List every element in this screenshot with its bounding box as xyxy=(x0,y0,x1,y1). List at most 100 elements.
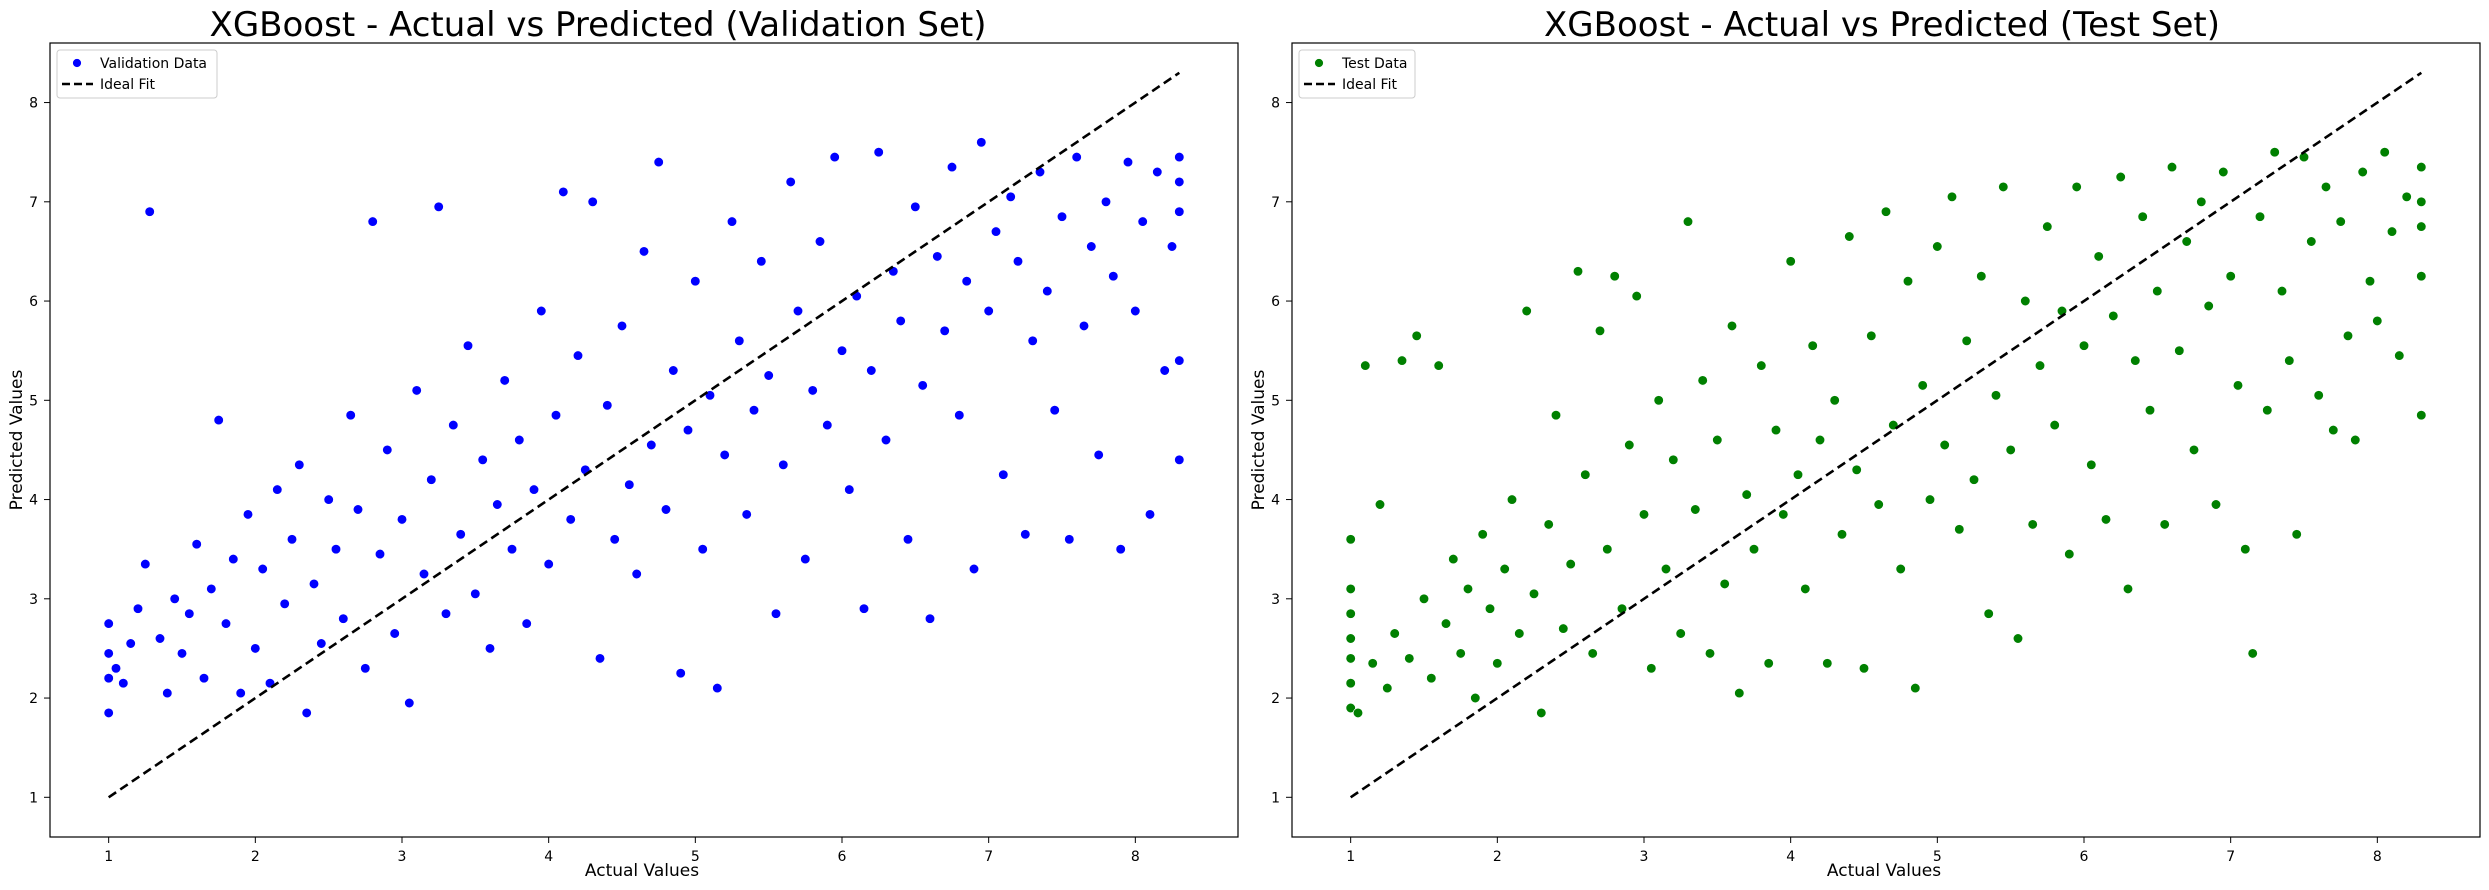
data-point xyxy=(895,315,906,327)
data-point xyxy=(646,439,657,451)
data-point xyxy=(103,707,114,719)
data-point xyxy=(2115,171,2126,183)
data-point xyxy=(2386,226,2398,237)
data-point xyxy=(198,673,210,684)
data-point xyxy=(2262,405,2273,416)
data-point xyxy=(2247,648,2258,659)
legend: Test Data Ideal Fit xyxy=(1298,49,1416,99)
x-tick-label: 4 xyxy=(544,849,553,865)
legend-entry-ideal-fit: Ideal Fit xyxy=(1342,77,1397,93)
axes-frame xyxy=(1291,42,2481,838)
data-point xyxy=(242,509,254,520)
data-point xyxy=(668,365,679,376)
y-tick-label: 8 xyxy=(1271,96,1280,112)
chart-title: XGBoost - Actual vs Predicted (Test Set) xyxy=(1544,5,2220,45)
data-point xyxy=(1653,395,1664,406)
x-tick-label: 8 xyxy=(1131,849,1140,865)
data-point xyxy=(1345,534,1356,545)
data-point xyxy=(1345,583,1356,595)
data-point xyxy=(2306,236,2317,247)
data-point xyxy=(2416,410,2427,421)
data-point xyxy=(1770,424,1782,436)
data-point xyxy=(1404,653,1415,664)
x-tick-label: 2 xyxy=(251,849,260,865)
data-point xyxy=(1477,529,1488,540)
data-point xyxy=(719,449,730,461)
data-point xyxy=(484,643,496,654)
data-point xyxy=(2284,355,2295,366)
data-point xyxy=(675,668,686,679)
legend-box xyxy=(56,49,218,99)
data-point xyxy=(1858,663,1870,674)
data-point xyxy=(1144,509,1156,520)
y-tick-label: 6 xyxy=(1271,294,1280,310)
data-point xyxy=(272,484,283,495)
data-point xyxy=(1345,702,1356,714)
x-tick-label: 5 xyxy=(691,849,700,865)
data-point xyxy=(2357,166,2368,178)
data-point xyxy=(462,340,474,351)
data-point xyxy=(396,514,408,525)
data-point xyxy=(1426,673,1437,684)
data-point xyxy=(1492,658,1503,669)
plot-area: 1 2 3 4 5 6 7 8 1 2 3 4 5 6 7 8 xyxy=(29,42,1239,865)
data-point xyxy=(2269,147,2280,158)
data-point xyxy=(1998,181,2009,193)
data-point xyxy=(2350,434,2361,446)
data-point xyxy=(228,553,239,565)
data-point xyxy=(2086,459,2097,470)
data-point xyxy=(2078,340,2090,351)
data-point xyxy=(800,553,811,565)
data-point xyxy=(2328,424,2339,436)
data-point xyxy=(587,196,598,207)
data-point xyxy=(1448,553,1459,565)
data-point xyxy=(1682,216,1694,227)
data-point xyxy=(1961,335,1972,346)
data-point xyxy=(1528,588,1540,599)
y-tick-label: 5 xyxy=(29,393,38,409)
data-point xyxy=(1976,271,1987,282)
data-point xyxy=(1433,360,1444,371)
data-point xyxy=(983,305,994,317)
data-point xyxy=(660,504,672,515)
data-point xyxy=(917,380,928,391)
data-point xyxy=(748,405,760,416)
data-point xyxy=(770,608,782,619)
data-point xyxy=(1100,196,1112,207)
data-point xyxy=(836,345,848,356)
data-point xyxy=(1675,628,1686,639)
data-point xyxy=(206,583,217,595)
data-point xyxy=(411,385,422,396)
data-point xyxy=(609,534,620,545)
data-point xyxy=(1954,524,1965,535)
data-point xyxy=(2181,236,2192,247)
data-point xyxy=(1866,330,1877,341)
data-point xyxy=(814,236,826,247)
x-tick-label: 5 xyxy=(1933,849,1942,865)
data-point xyxy=(1550,410,1562,421)
data-point xyxy=(1506,494,1518,505)
data-point xyxy=(1418,593,1430,604)
data-point xyxy=(1719,578,1730,590)
data-point xyxy=(1115,544,1126,555)
data-point xyxy=(1814,434,1826,446)
x-tick-label: 4 xyxy=(1786,849,1795,865)
y-axis-label: Predicted Values xyxy=(7,369,27,510)
data-point xyxy=(1785,256,1796,267)
data-point xyxy=(1174,454,1185,465)
data-point xyxy=(1646,663,1657,674)
data-point xyxy=(1484,603,1496,614)
data-point xyxy=(1587,648,1598,659)
data-point xyxy=(924,613,936,624)
data-point xyxy=(1836,529,1848,540)
data-point xyxy=(844,484,855,495)
data-point xyxy=(2020,295,2031,307)
data-point xyxy=(1005,191,1016,202)
data-point xyxy=(514,434,525,446)
data-point xyxy=(144,206,155,217)
data-point xyxy=(374,548,386,560)
data-point xyxy=(1012,256,1024,267)
data-point xyxy=(1704,648,1716,659)
data-point xyxy=(1499,563,1510,575)
data-point xyxy=(1078,320,1090,332)
